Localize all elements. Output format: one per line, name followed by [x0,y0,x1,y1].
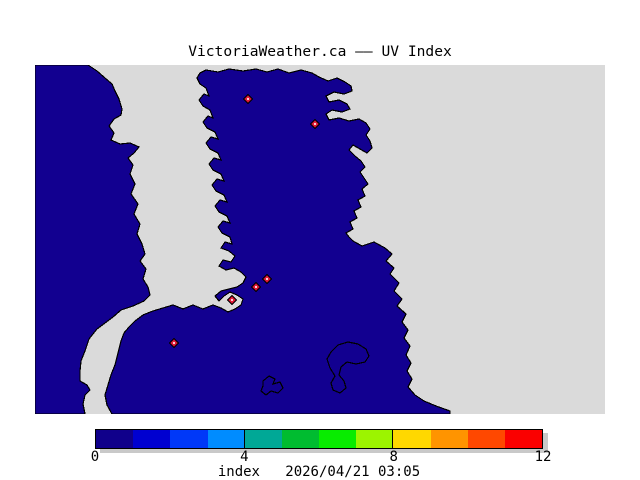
colorbar-tick-labels: 0 4 8 12 [91,449,552,465]
colorbar-area: 0 4 8 12 index 2026/04/21 03:05 [91,429,552,480]
colorbar-segment [207,430,245,448]
landmass-west [35,65,151,414]
colorbar-tick-label: 4 [240,449,249,465]
colorbar-segments [96,430,543,448]
island-small [260,375,284,396]
colorbar-segment [319,430,357,448]
station-marker-center [230,298,234,302]
colorbar-tick [392,430,394,448]
colorbar-tick-label: 0 [90,449,100,465]
colorbar-segment [96,430,134,448]
colorbar [95,429,543,449]
uv-map [35,65,605,414]
station-marker-center [254,285,258,289]
colorbar-segment [244,430,282,448]
colorbar-segment [430,430,468,448]
colorbar-segment [467,430,505,448]
colorbar-tick [243,430,245,448]
station-marker-center [265,277,269,281]
landmass-central [104,68,451,414]
colorbar-segment [170,430,208,448]
stations-layer [168,93,321,349]
map-svg [35,65,451,414]
station-marker-center [313,122,317,126]
colorbar-tick-label: 8 [389,449,398,465]
page-title: VictoriaWeather.ca –– UV Index [188,43,452,60]
colorbar-caption: index 2026/04/21 03:05 [217,464,421,480]
station-marker-center [172,341,176,345]
station-marker-center [246,97,250,101]
island-large [326,341,370,394]
colorbar-segment [133,430,171,448]
colorbar-segment [356,430,394,448]
colorbar-segment [393,430,431,448]
colorbar-segment [281,430,320,448]
colorbar-tick-label: 12 [534,449,552,465]
colorbar-segment [504,430,543,448]
